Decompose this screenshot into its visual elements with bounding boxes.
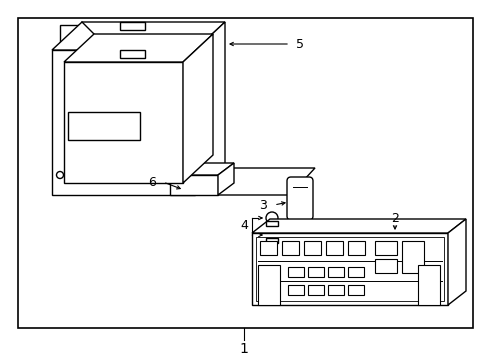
Polygon shape (183, 34, 213, 183)
Bar (417, 265, 439, 305)
Circle shape (265, 212, 278, 224)
Bar (374, 259, 396, 273)
Text: 6: 6 (148, 176, 156, 189)
Polygon shape (251, 219, 465, 233)
Bar (307, 285, 324, 295)
Bar (347, 241, 364, 255)
Text: 4: 4 (240, 219, 247, 231)
Text: 5: 5 (295, 37, 304, 50)
Bar (304, 241, 320, 255)
Polygon shape (60, 25, 200, 55)
Polygon shape (138, 168, 314, 195)
Bar (374, 241, 396, 255)
Bar (327, 267, 343, 277)
Circle shape (265, 229, 278, 241)
Polygon shape (64, 34, 213, 62)
Bar (256, 237, 443, 301)
Polygon shape (447, 219, 465, 305)
Bar (287, 285, 304, 295)
Polygon shape (64, 62, 183, 183)
Bar (18, 18, 472, 328)
Circle shape (57, 171, 63, 179)
Bar (282, 241, 298, 255)
Bar (287, 267, 304, 277)
Text: 2: 2 (390, 212, 398, 225)
Polygon shape (120, 22, 145, 30)
Bar (265, 238, 278, 243)
Polygon shape (218, 163, 234, 195)
Bar (68, 112, 140, 140)
Polygon shape (52, 22, 224, 50)
Polygon shape (52, 50, 195, 195)
Bar (265, 221, 278, 226)
Text: 1: 1 (239, 342, 248, 356)
Text: 3: 3 (259, 198, 266, 212)
Polygon shape (170, 163, 234, 175)
Bar (401, 241, 423, 273)
Bar (347, 267, 363, 277)
FancyBboxPatch shape (286, 177, 312, 220)
Polygon shape (170, 175, 218, 195)
Bar (327, 285, 343, 295)
Bar (347, 285, 363, 295)
Polygon shape (195, 22, 224, 195)
Bar (258, 265, 280, 305)
Polygon shape (251, 233, 447, 305)
Bar (260, 241, 276, 255)
Polygon shape (120, 50, 145, 58)
Bar (325, 241, 342, 255)
Bar (307, 267, 324, 277)
